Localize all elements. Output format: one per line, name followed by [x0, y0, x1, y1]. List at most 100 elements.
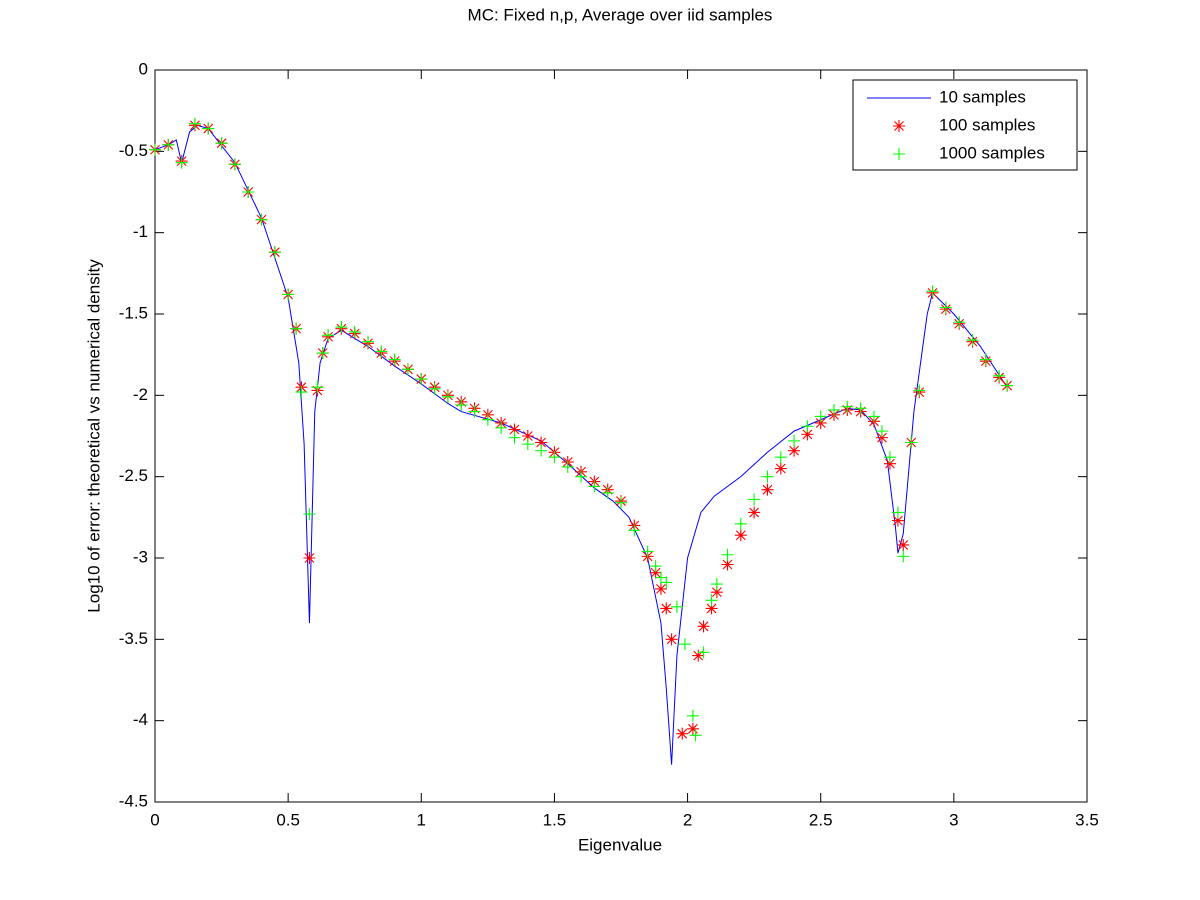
plus-marker: [303, 508, 316, 521]
scatter-series: [149, 117, 1014, 742]
plus-marker: [242, 186, 255, 198]
star-marker: [788, 444, 801, 457]
star-marker: [893, 120, 905, 132]
plus-marker: [401, 363, 414, 376]
plus-marker: [841, 400, 854, 413]
y-tick-label: -2: [133, 385, 148, 404]
star-marker: [303, 552, 316, 564]
plus-marker: [883, 451, 896, 464]
plus-marker: [316, 347, 329, 360]
line-series: [154, 124, 1008, 765]
y-tick-label: -2.5: [119, 466, 148, 485]
star-marker: [676, 727, 689, 740]
star-marker: [649, 566, 662, 579]
star-marker: [535, 436, 548, 449]
star-marker: [705, 602, 718, 615]
plus-marker: [774, 451, 787, 464]
x-tick-label: 1: [417, 810, 426, 829]
plus-marker: [495, 421, 508, 434]
y-tick-label: -4: [133, 710, 148, 729]
plus-marker: [875, 425, 888, 438]
plus-marker: [335, 321, 348, 334]
plus-marker: [1001, 379, 1014, 392]
plus-marker: [721, 548, 734, 561]
star-marker: [814, 416, 827, 429]
plus-marker: [548, 451, 561, 464]
plus-marker: [255, 213, 268, 226]
plus-marker: [705, 594, 718, 607]
plus-marker: [748, 493, 761, 506]
plus-marker: [322, 329, 335, 342]
plus-marker: [734, 517, 747, 530]
plus-marker: [362, 335, 375, 348]
y-tick-label: -4.5: [119, 791, 148, 810]
legend-box: [852, 79, 1078, 171]
plus-marker: [415, 373, 428, 386]
plus-marker: [575, 470, 588, 483]
plus-marker: [455, 399, 468, 412]
star-marker: [774, 462, 787, 475]
star-marker: [761, 483, 774, 496]
y-tick-label: -0.5: [119, 141, 148, 160]
plus-marker: [926, 285, 939, 298]
star-marker: [875, 431, 888, 444]
plus-marker: [388, 353, 401, 366]
x-tick-label: 3: [949, 810, 958, 829]
star-marker: [654, 582, 667, 595]
star-marker: [891, 514, 904, 527]
plus-marker: [468, 405, 481, 418]
plus-marker: [649, 560, 662, 573]
plus-marker: [670, 600, 683, 613]
plus-marker: [588, 480, 601, 493]
x-tick-label: 3.5: [1075, 810, 1099, 829]
plus-marker: [801, 420, 814, 433]
plus-marker: [678, 638, 691, 651]
star-marker: [710, 586, 723, 599]
star-marker: [665, 633, 678, 646]
plus-marker: [162, 138, 175, 151]
x-tick-label: 2.5: [809, 810, 833, 829]
plus-marker: [202, 122, 215, 135]
y-tick-label: -1: [133, 222, 148, 241]
star-marker: [660, 602, 673, 615]
star-marker: [692, 649, 705, 662]
plus-marker: [788, 434, 801, 447]
x-tick-label: 2: [683, 810, 692, 829]
plus-marker: [697, 646, 710, 659]
y-tick-label: -1.5: [119, 303, 148, 322]
plus-marker: [615, 496, 627, 509]
y-axis-label: Log10 of error: theoretical vs numerical…: [84, 259, 103, 613]
plus-marker: [905, 436, 918, 449]
star-marker: [734, 529, 747, 542]
plus-marker: [993, 369, 1006, 382]
plus-marker: [966, 334, 979, 347]
legend-label: 10 samples: [939, 87, 1026, 106]
legend-label: 100 samples: [939, 115, 1035, 134]
plus-marker: [953, 316, 966, 329]
plus-marker: [641, 545, 654, 558]
plus-marker: [686, 709, 699, 722]
plus-marker: [660, 576, 673, 589]
plus-marker: [654, 571, 667, 584]
plus-marker: [428, 382, 441, 395]
star-marker: [686, 722, 699, 735]
plus-marker: [710, 578, 723, 591]
plus-marker: [175, 156, 188, 169]
plus-marker: [867, 410, 880, 423]
star-marker: [883, 457, 896, 470]
plus-marker: [481, 413, 494, 426]
plus-marker: [521, 438, 534, 451]
plus-marker: [628, 524, 641, 537]
chart-title: MC: Fixed n,p, Average over iid samples: [468, 5, 773, 24]
legend-label: 1000 samples: [939, 143, 1045, 162]
plus-marker: [188, 117, 201, 130]
star-marker: [508, 423, 521, 436]
plus-marker: [290, 322, 303, 335]
plus-marker: [348, 325, 361, 338]
x-axis-label: Eigenvalue: [578, 835, 662, 854]
plus-marker: [311, 381, 324, 394]
plus-marker: [282, 288, 295, 301]
plus-marker: [854, 402, 867, 415]
plus-marker: [814, 410, 827, 423]
